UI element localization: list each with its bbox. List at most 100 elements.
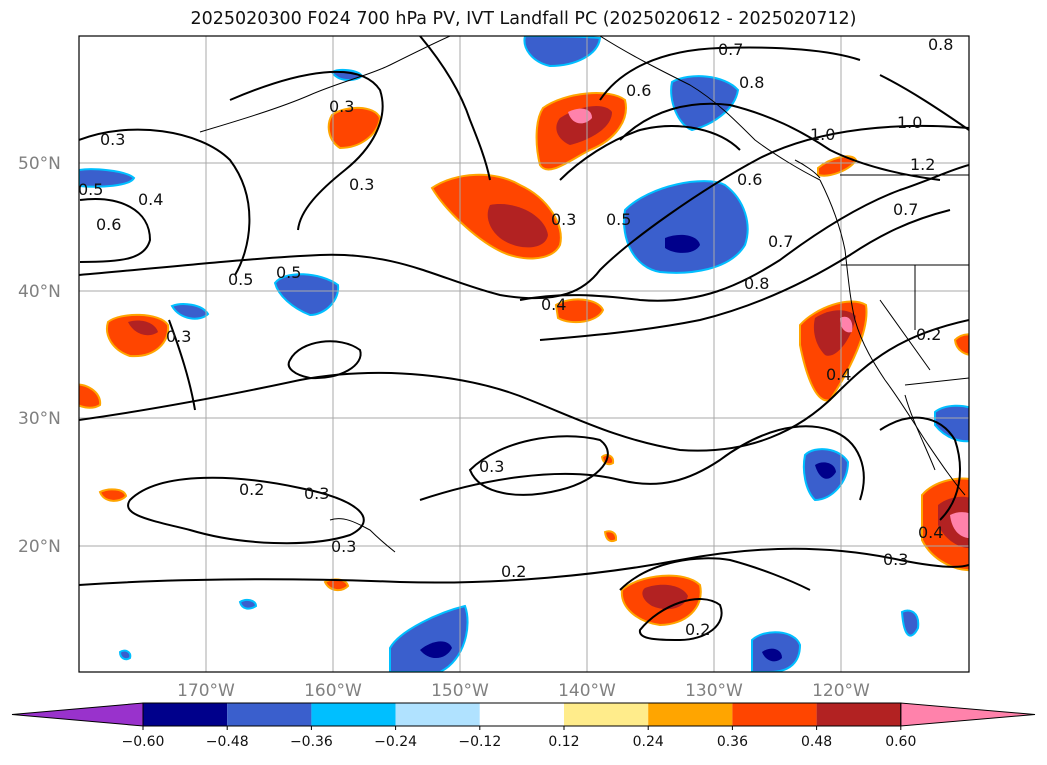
colorbar-tick-label: −0.12 <box>458 734 501 750</box>
contour-line <box>468 435 609 496</box>
lon-label-150w: 150°W <box>431 681 489 701</box>
contour-label: 0.7 <box>768 232 793 251</box>
contour-label: 0.5 <box>606 210 631 229</box>
contour-label: 1.2 <box>910 155 935 174</box>
colorbar-extend-min <box>11 702 144 727</box>
positive-anomaly <box>79 383 102 409</box>
colorbar: −0.60 −0.48 −0.36 −0.24 −0.12 0.12 0.24 0.36 0.4… <box>11 702 1036 750</box>
contour-label: 0.7 <box>893 200 918 219</box>
negative-anomaly <box>273 273 340 317</box>
colorbar-segment <box>648 703 733 726</box>
map-content <box>79 36 969 672</box>
contour-label: 0.6 <box>737 170 762 189</box>
contour-line <box>879 74 969 131</box>
longitude-labels: 170°W 160°W 150°W 140°W 130°W 120°W <box>177 681 870 701</box>
contour-label: 1.0 <box>897 113 922 132</box>
contour-label: 0.3 <box>883 550 908 569</box>
colorbar-tick-label: −0.48 <box>206 734 249 750</box>
positive-anomaly <box>554 298 605 324</box>
negative-anomaly <box>238 598 258 610</box>
contour-line <box>287 340 362 380</box>
contour-label: 0.8 <box>744 274 769 293</box>
contour-label: 0.2 <box>239 480 264 499</box>
colorbar-segment <box>732 703 817 726</box>
vancouver-island <box>794 159 821 179</box>
contour-label: 0.4 <box>918 523 943 542</box>
pv-anomaly-fills <box>79 36 969 672</box>
lon-label-130w: 130°W <box>685 681 743 701</box>
contour-label: 0.3 <box>479 457 504 476</box>
negative-anomaly-core <box>815 462 836 479</box>
colorbar-tick-label: −0.24 <box>374 734 417 750</box>
contour-line <box>638 598 723 642</box>
contour-label: 0.3 <box>100 130 125 149</box>
negative-anomaly <box>523 36 602 68</box>
contour-line <box>519 164 969 302</box>
latitude-labels: 50°N 40°N 30°N 20°N <box>18 154 61 557</box>
alaska-panhandle-coast <box>599 36 821 181</box>
colorbar-tick-label: 0.60 <box>885 734 916 750</box>
graticule <box>79 36 969 672</box>
contour-label: 0.3 <box>331 537 356 556</box>
contour-line <box>229 70 384 231</box>
negative-anomaly <box>934 404 969 443</box>
colorbar-tick-label: −0.60 <box>122 734 165 750</box>
contour-line <box>559 125 741 181</box>
positive-anomaly-peak <box>568 108 592 124</box>
colorbar-tick-label: 0.24 <box>633 734 664 750</box>
contour-label: 0.2 <box>501 562 526 581</box>
colorbar-segment <box>816 703 901 726</box>
colorbar-outline <box>142 702 902 727</box>
hawaii-islands <box>329 518 396 553</box>
colorbar-segment <box>395 703 480 726</box>
contour-line <box>79 198 152 263</box>
lat-label-50n: 50°N <box>18 154 61 174</box>
negative-anomaly <box>170 303 210 320</box>
positive-anomaly-peak <box>840 316 853 333</box>
positive-anomaly <box>603 530 618 543</box>
contour-line <box>79 124 969 300</box>
lon-label-160w: 160°W <box>304 681 362 701</box>
contour-label: 0.5 <box>228 270 253 289</box>
colorbar-tick-label: 0.48 <box>801 734 832 750</box>
positive-anomaly-core <box>487 204 548 248</box>
positive-anomaly <box>953 333 969 356</box>
negative-anomaly <box>79 168 136 188</box>
positive-anomaly <box>327 106 382 150</box>
lon-label-140w: 140°W <box>558 681 616 701</box>
lat-label-30n: 30°N <box>18 409 61 429</box>
contour-labels: 0.3 0.5 0.6 0.4 0.3 0.5 0.5 0.3 0.4 0.3 … <box>78 35 953 639</box>
contour-label: 0.2 <box>685 620 710 639</box>
negative-anomaly-core <box>665 234 700 253</box>
contour-label: 0.5 <box>78 180 103 199</box>
negative-anomaly-core <box>420 641 452 659</box>
contour-label: 0.5 <box>276 263 301 282</box>
baja-california <box>904 394 936 471</box>
contour-line <box>419 425 865 501</box>
negative-anomaly <box>623 180 749 274</box>
negative-anomaly <box>118 649 132 661</box>
colorbar-extend-max <box>900 702 1036 727</box>
contour-line <box>619 557 811 591</box>
colorbar-segment <box>227 703 312 726</box>
alaska-coast <box>199 36 451 133</box>
positive-anomaly <box>98 488 128 502</box>
colorbar-segment <box>311 703 396 726</box>
colorbar-tick-label: 0.12 <box>548 734 579 750</box>
colorbar-tick-label: 0.36 <box>717 734 748 750</box>
contour-line <box>79 319 969 452</box>
positive-anomaly-core <box>128 320 158 336</box>
contour-line <box>79 547 969 586</box>
contour-line <box>879 416 961 521</box>
contour-line <box>599 46 861 101</box>
contour-label: 0.4 <box>826 365 851 384</box>
contour-label: 0.8 <box>739 73 764 92</box>
lat-label-40n: 40°N <box>18 282 61 302</box>
contour-label: 0.3 <box>349 175 374 194</box>
colorbar-tick-label: −0.36 <box>290 734 333 750</box>
contour-line <box>419 36 491 181</box>
contour-line <box>619 102 941 181</box>
positive-anomaly-peak <box>950 512 969 539</box>
contour-label: 0.2 <box>916 325 941 344</box>
